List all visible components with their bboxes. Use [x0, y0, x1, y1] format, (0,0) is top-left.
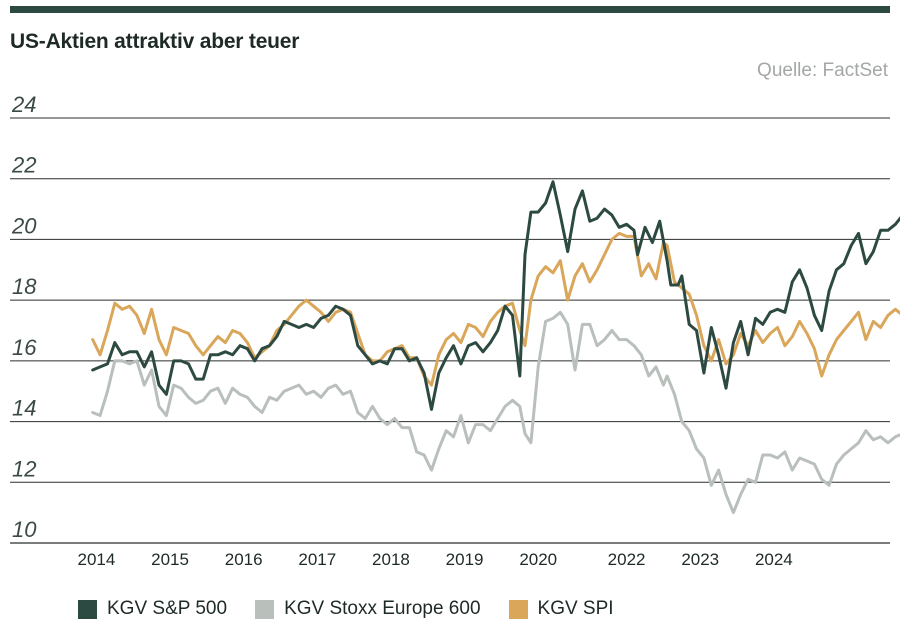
chart-title: US-Aktien attraktiv aber teuer [10, 30, 300, 53]
x-tick-label: 2024 [755, 550, 793, 569]
y-tick-label: 20 [11, 213, 37, 238]
legend-item-spi: KGV SPI [508, 598, 614, 620]
legend: KGV S&P 500 KGV Stoxx Europe 600 KGV SPI [78, 598, 642, 620]
x-tick-label: 2020 [519, 550, 557, 569]
x-tick-label: 2022 [608, 550, 646, 569]
top-accent-bar [10, 6, 890, 13]
y-tick-label: 12 [12, 456, 36, 481]
legend-swatch-stoxx [255, 599, 275, 619]
x-tick-label: 2017 [298, 550, 336, 569]
x-tick-label: 2018 [372, 550, 410, 569]
y-tick-label: 14 [12, 396, 36, 421]
series-line-stoxx [91, 310, 900, 515]
x-tick-label: 2016 [225, 550, 263, 569]
legend-label-spi: KGV SPI [537, 598, 614, 619]
legend-swatch-sp500 [78, 599, 97, 619]
legend-label-stoxx: KGV Stoxx Europe 600 [284, 598, 481, 619]
y-tick-label: 16 [12, 335, 37, 360]
x-tick-label: 2015 [151, 550, 189, 569]
x-tick-label: 2014 [77, 550, 115, 569]
legend-label-sp500: KGV S&P 500 [107, 598, 228, 619]
legend-item-stoxx: KGV Stoxx Europe 600 [255, 598, 481, 620]
x-tick-label: 2023 [681, 550, 719, 569]
legend-swatch-spi [508, 599, 528, 619]
source-note: Quelle: FactSet [757, 60, 888, 81]
series-line-sp500 [91, 180, 900, 411]
y-tick-label: 18 [12, 274, 37, 299]
y-tick-label: 10 [12, 517, 37, 542]
x-tick-label: 2019 [446, 550, 484, 569]
y-tick-label: 24 [11, 92, 36, 117]
y-tick-label: 22 [11, 153, 36, 178]
legend-item-sp500: KGV S&P 500 [78, 598, 227, 620]
